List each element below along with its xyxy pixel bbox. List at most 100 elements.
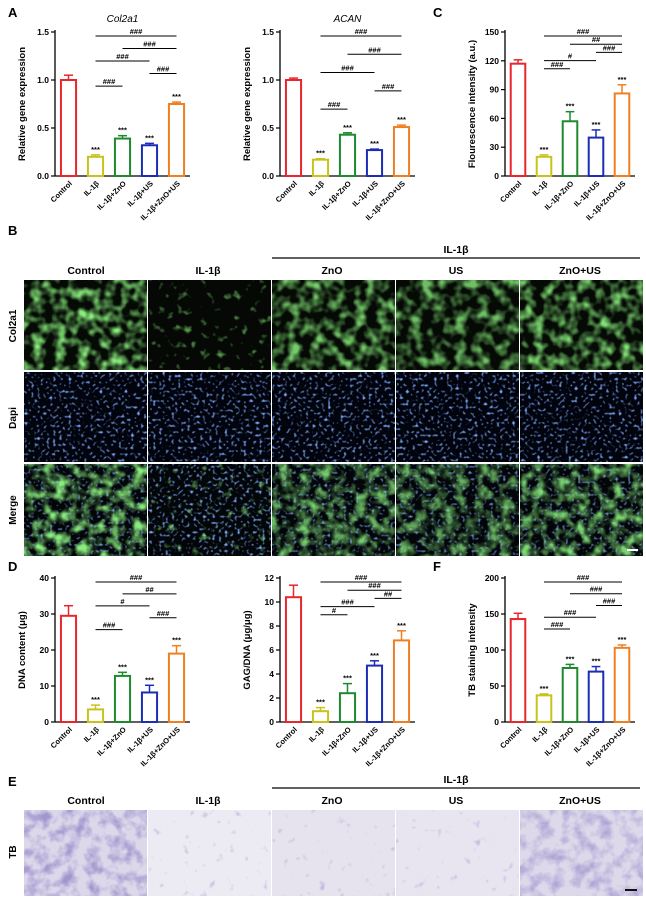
significance-bracket-label: ###: [130, 27, 143, 36]
significance-stars: ***: [145, 133, 154, 142]
significance-bracket-label: ###: [577, 27, 590, 36]
image-tb-us: [396, 810, 519, 896]
y-tick-label: 150: [485, 609, 499, 619]
significance-stars: ***: [370, 139, 379, 148]
significance-stars: ***: [566, 102, 575, 111]
x-category-label: Control: [498, 725, 523, 750]
significance-stars: ***: [118, 126, 127, 135]
significance-bracket-label: ###: [590, 585, 603, 594]
bar: [140, 144, 159, 177]
significance-bracket-label: ###: [103, 77, 116, 86]
bar: [535, 155, 553, 178]
panel-label-d: D: [8, 559, 17, 574]
row-label-merge: Merge: [8, 495, 19, 525]
bar: [561, 120, 579, 177]
bar: [613, 92, 631, 177]
chart-title: ACAN: [333, 14, 363, 25]
y-tick-label: 0.0: [262, 171, 274, 181]
bar: [284, 79, 303, 177]
significance-stars: ***: [618, 75, 627, 84]
x-category-label: IL-1β: [82, 179, 101, 198]
significance-stars: ***: [91, 695, 100, 704]
significance-bracket-label: ###: [368, 45, 381, 54]
x-category-label: IL-1β: [307, 725, 326, 744]
x-category-label: Control: [274, 725, 299, 750]
y-tick-label: 50: [490, 681, 500, 691]
image-merge-control: [24, 464, 147, 556]
bar: [535, 694, 553, 723]
significance-bracket-label: ###: [341, 598, 354, 607]
y-axis-label: DNA content (μg): [17, 611, 28, 689]
x-category-label: Control: [498, 179, 523, 204]
chart-tb-staining-intensity: 0 50 100 150 200 TB staining intensity Control…: [467, 573, 635, 768]
y-tick-label: 0: [269, 717, 274, 727]
bar: [587, 670, 605, 723]
group-header-label: IL-1β: [443, 244, 469, 256]
y-axis-label: TB staining intensity: [467, 603, 478, 697]
y-tick-label: 20: [40, 645, 50, 655]
significance-bracket-label: ###: [116, 52, 129, 61]
group-header-label-e: IL-1β: [443, 774, 469, 786]
significance-bracket-label: ###: [603, 596, 616, 605]
image-col2a1-us: [396, 280, 519, 370]
y-axis-label: Relative gene expression: [242, 47, 253, 161]
y-tick-label: 6: [269, 645, 274, 655]
image-dapi-il1b: [148, 372, 271, 462]
x-category-label: IL-1β+ZnO: [95, 179, 128, 212]
significance-stars: ***: [397, 621, 406, 630]
significance-bracket-label: ###: [355, 27, 368, 36]
y-tick-label: 30: [490, 142, 500, 152]
y-tick-label: 1.0: [37, 75, 49, 85]
significance-stars: ***: [316, 698, 325, 707]
panel-label-c: C: [433, 5, 443, 20]
x-category-label: IL-1β+ZnO: [320, 179, 353, 212]
x-category-label: IL-1β: [530, 179, 549, 198]
column-label-control: Control: [67, 265, 104, 277]
image-tb-zno: [272, 810, 395, 896]
y-tick-label: 1.5: [37, 27, 49, 37]
significance-stars: ***: [172, 92, 181, 101]
significance-bracket-label: ###: [157, 609, 170, 618]
column-label-e-zno: ZnO: [322, 795, 343, 807]
significance-stars: ***: [566, 654, 575, 663]
significance-stars: ***: [618, 635, 627, 644]
bar: [59, 79, 78, 177]
image-merge-us: [396, 464, 519, 556]
bar: [587, 136, 605, 178]
chart-title: Col2a1: [107, 14, 139, 25]
significance-bracket-label: ###: [103, 621, 116, 630]
significance-stars: ***: [118, 662, 127, 671]
y-tick-label: 12: [265, 573, 275, 583]
significance-bracket-label: #: [120, 597, 125, 606]
image-tb-il1b: [148, 810, 271, 896]
bar: [167, 652, 186, 723]
image-tb-control: [24, 810, 147, 896]
x-category-label: IL-1β+ZnO: [95, 725, 128, 758]
significance-bracket-label: ###: [341, 64, 354, 73]
significance-stars: ***: [316, 149, 325, 158]
y-tick-label: 0: [494, 171, 499, 181]
significance-stars: ***: [343, 674, 352, 683]
y-tick-label: 100: [485, 645, 499, 655]
significance-bracket-label: ###: [328, 100, 341, 109]
bar: [284, 596, 303, 724]
bar: [311, 158, 330, 177]
y-tick-label: 0.0: [37, 171, 49, 181]
y-tick-label: 1.0: [262, 75, 274, 85]
bar: [365, 664, 384, 723]
bar: [509, 618, 527, 723]
significance-bracket-label: ###: [368, 581, 381, 590]
chart-dna-content: 0 10 20 30 40 DNA content (μg) Control *** IL-1β…: [17, 573, 190, 768]
bar: [311, 710, 330, 724]
significance-bracket-label: ###: [355, 573, 368, 582]
chart-col2a1: 0.0 0.5 1.0 1.5 Relative gene expression Col2…: [17, 14, 190, 222]
significance-bracket-label: ###: [551, 60, 564, 69]
y-tick-label: 60: [490, 113, 500, 123]
significance-stars: ***: [592, 120, 601, 129]
column-label-zno: ZnO: [322, 265, 343, 277]
bar: [59, 614, 78, 723]
y-tick-label: 1.5: [262, 27, 274, 37]
y-tick-label: 0: [44, 717, 49, 727]
panel-label-f: F: [433, 559, 441, 574]
y-tick-label: 10: [265, 597, 275, 607]
